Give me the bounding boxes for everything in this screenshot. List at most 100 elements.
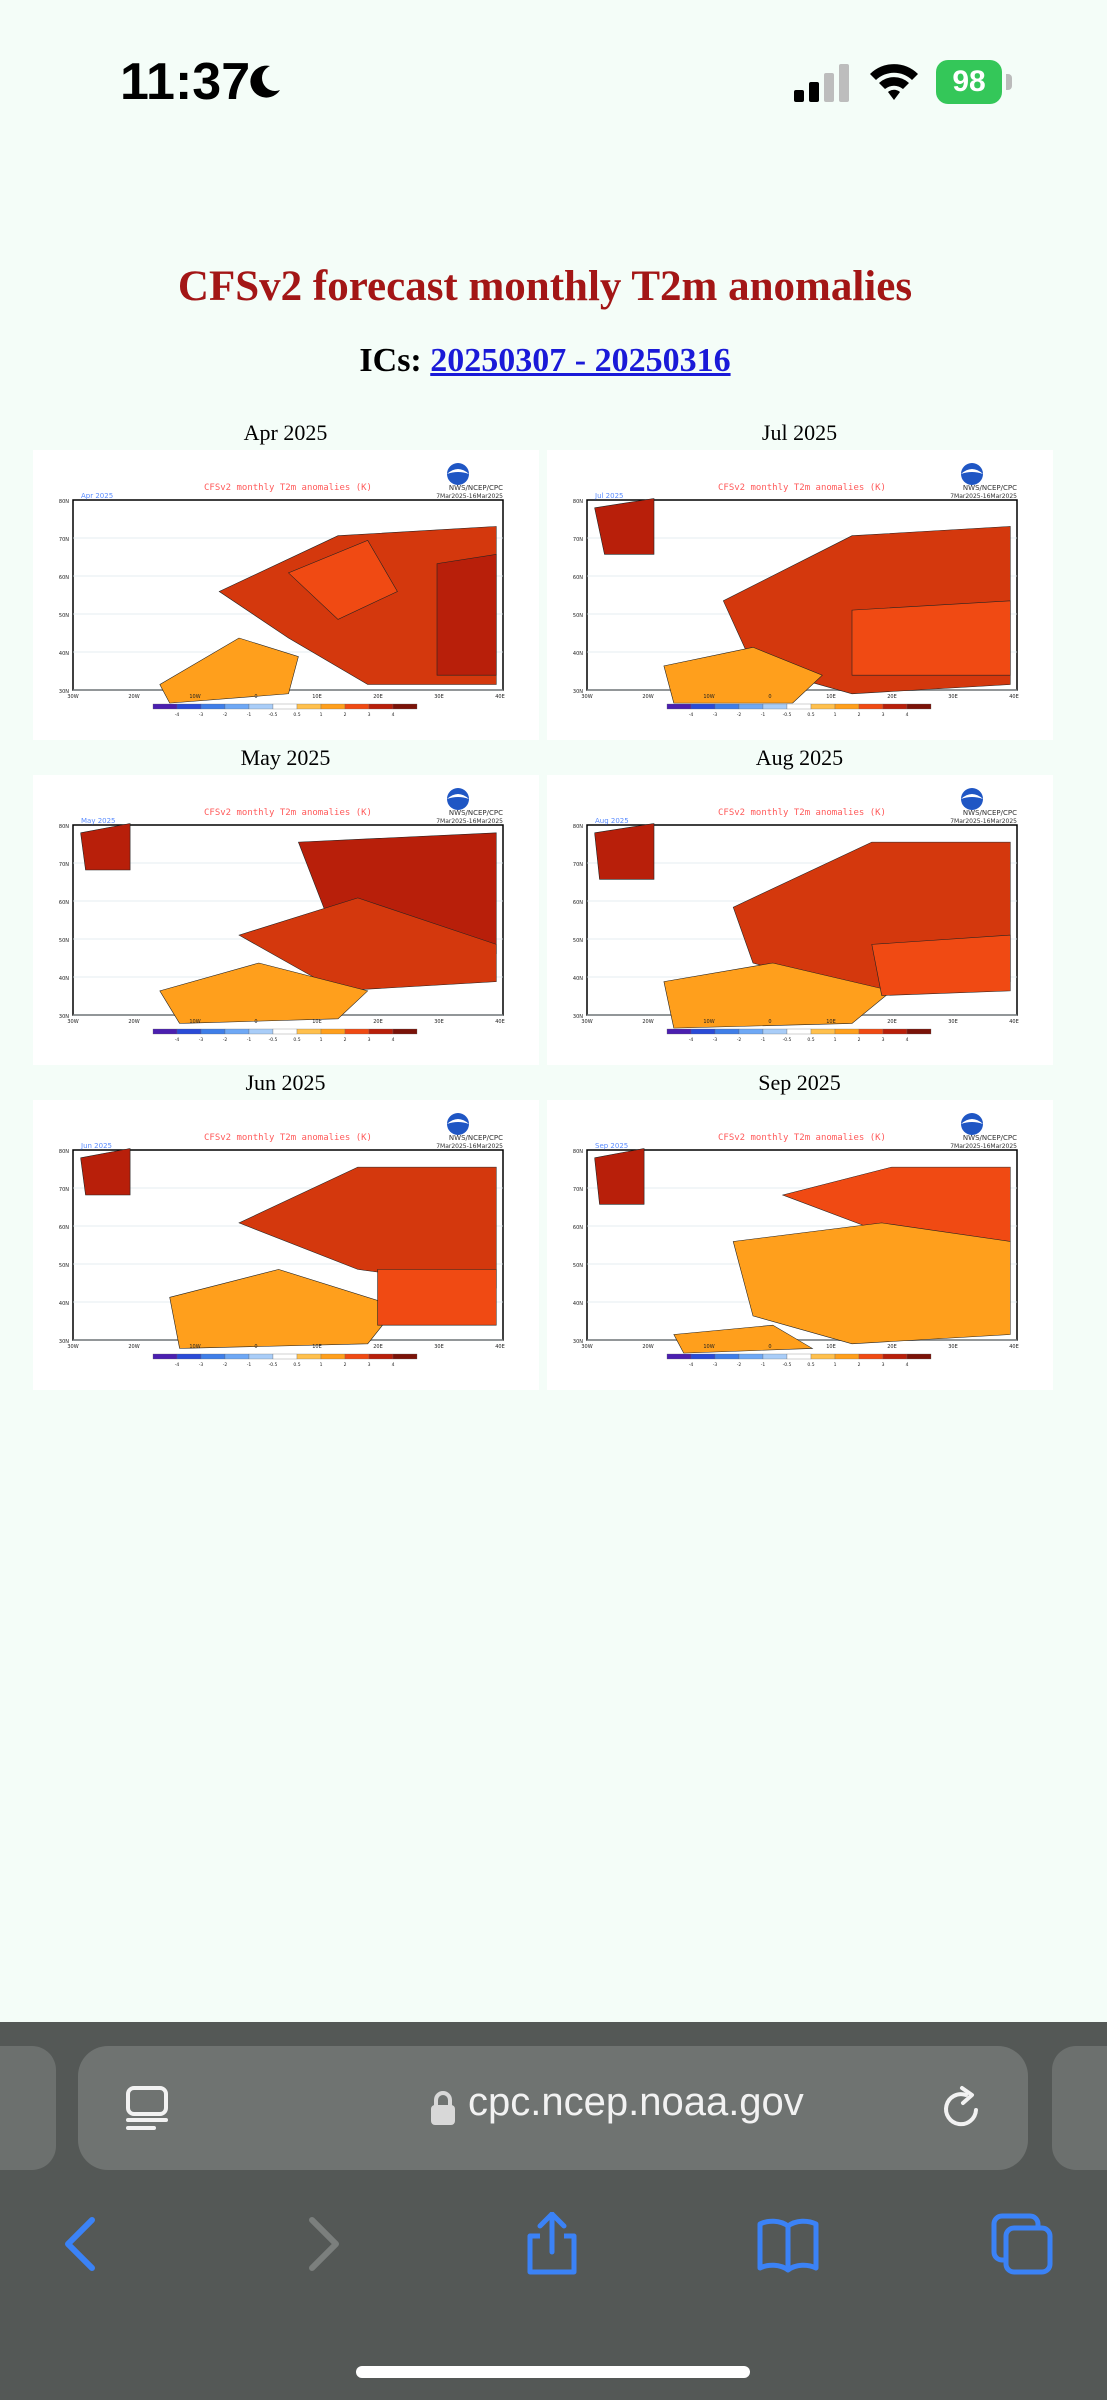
forecast-map-panel[interactable]: CFSv2 monthly T2m anomalies (K) NWS/NCEP/… [547, 450, 1053, 740]
bookmarks-icon[interactable] [756, 2212, 820, 2276]
lat-tick-label: 40N [573, 1301, 583, 1307]
lon-tick-label: 30W [67, 1019, 78, 1025]
colorbar-label: -4 [689, 1037, 694, 1043]
forecast-map-panel[interactable]: CFSv2 monthly T2m anomalies (K) NWS/NCEP/… [33, 775, 539, 1065]
lat-tick-label: 30N [573, 1014, 583, 1020]
colorbar-swatch [272, 1353, 298, 1360]
colorbar-label: 0.5 [807, 1362, 814, 1368]
colorbar-swatch [152, 1028, 178, 1035]
colorbar-label: -1 [761, 712, 766, 718]
lat-tick-label: 70N [59, 1187, 69, 1193]
colorbar-label: -2 [737, 1362, 742, 1368]
ics-date-link[interactable]: 20250307 - 20250316 [430, 342, 731, 379]
lon-tick-label: 10E [826, 694, 836, 700]
colorbar-label: 3 [882, 1362, 885, 1368]
colorbar-swatch [714, 1028, 740, 1035]
lon-tick-label: 10W [703, 1019, 714, 1025]
lon-tick-label: 20W [642, 1344, 653, 1350]
lon-tick-label: 10E [312, 1344, 322, 1350]
lat-tick-label: 50N [59, 613, 69, 619]
ics-label: ICs: [359, 342, 422, 379]
forward-icon[interactable] [290, 2212, 354, 2276]
lat-tick-label: 70N [573, 862, 583, 868]
colorbar: -4 -3 -2 -1 -0.5 0.5 1 2 3 4 [152, 1028, 418, 1043]
forecast-map-panel[interactable]: CFSv2 monthly T2m anomalies (K) NWS/NCEP/… [33, 1100, 539, 1390]
map-month-label: Sep 2025 [595, 1142, 628, 1150]
signal-icon [794, 64, 849, 102]
colorbar-label: 1 [834, 1362, 837, 1368]
panel-label: May 2025 [240, 745, 331, 770]
share-icon[interactable] [520, 2212, 584, 2276]
colorbar-swatch [834, 1028, 860, 1035]
lat-tick-label: 50N [59, 1263, 69, 1269]
lon-tick-label: 40E [1009, 1344, 1019, 1350]
colorbar-label: -2 [223, 1037, 228, 1043]
colorbar-label: 3 [368, 1362, 371, 1368]
url-text[interactable]: cpc.ncep.noaa.gov [468, 2080, 804, 2124]
lat-tick-label: 30N [59, 1339, 69, 1345]
anomaly-region [872, 935, 1011, 995]
reload-icon[interactable] [938, 2084, 986, 2132]
colorbar-swatch [882, 703, 908, 710]
browser-chrome: cpc.ncep.noaa.gov [0, 2022, 1107, 2400]
lon-tick-label: 20W [128, 1019, 139, 1025]
lat-tick-label: 60N [573, 900, 583, 906]
colorbar-swatch [762, 703, 788, 710]
lon-tick-label: 30W [581, 1019, 592, 1025]
colorbar-swatch [368, 703, 394, 710]
lat-tick-label: 40N [59, 1301, 69, 1307]
lat-tick-label: 70N [59, 537, 69, 543]
colorbar-swatch [762, 1353, 788, 1360]
colorbar: -4 -3 -2 -1 -0.5 0.5 1 2 3 4 [666, 703, 932, 718]
colorbar-swatch [272, 1028, 298, 1035]
colorbar-label: 1 [834, 1037, 837, 1043]
lon-tick-label: 40E [1009, 1019, 1019, 1025]
colorbar-swatch [858, 1028, 884, 1035]
map-title: CFSv2 monthly T2m anomalies (K) [718, 1133, 886, 1143]
forecast-map-panel[interactable]: CFSv2 monthly T2m anomalies (K) NWS/NCEP/… [547, 1100, 1053, 1390]
noaa-logo-icon [447, 788, 469, 810]
lon-tick-label: 20W [128, 1344, 139, 1350]
panel-label: Jul 2025 [761, 420, 838, 445]
colorbar-label: -0.5 [269, 712, 278, 718]
colorbar-label: 3 [882, 712, 885, 718]
map-agency: NWS/NCEP/CPC [449, 809, 503, 817]
colorbar-label: 0.5 [807, 712, 814, 718]
temperature-anomaly-map: CFSv2 monthly T2m anomalies (K) NWS/NCEP/… [59, 463, 505, 718]
anomaly-region [81, 824, 131, 871]
anomaly-region [664, 647, 822, 703]
colorbar-swatch [224, 1353, 250, 1360]
colorbar-swatch [858, 703, 884, 710]
address-bar[interactable]: cpc.ncep.noaa.gov [78, 2046, 1028, 2170]
colorbar-label: -4 [175, 1037, 180, 1043]
lat-tick-label: 40N [59, 651, 69, 657]
lat-tick-label: 30N [573, 689, 583, 695]
forecast-map-panel[interactable]: CFSv2 monthly T2m anomalies (K) NWS/NCEP/… [33, 450, 539, 740]
colorbar-swatch [248, 1028, 274, 1035]
lat-tick-label: 30N [59, 689, 69, 695]
colorbar-label: 2 [344, 1362, 347, 1368]
colorbar-label: 2 [858, 1362, 861, 1368]
map-title: CFSv2 monthly T2m anomalies (K) [718, 483, 886, 493]
colorbar-swatch [248, 1353, 274, 1360]
colorbar-label: -3 [199, 1362, 204, 1368]
lon-tick-label: 20E [373, 1344, 383, 1350]
lon-tick-label: 10E [826, 1344, 836, 1350]
tabs-icon[interactable] [990, 2212, 1054, 2276]
lon-tick-label: 40E [495, 1019, 505, 1025]
previous-tab[interactable] [0, 2046, 56, 2170]
map-ic-note: 7Mar2025-16Mar2025 [436, 818, 503, 825]
reader-icon[interactable] [124, 2084, 170, 2132]
forecast-map-panel[interactable]: CFSv2 monthly T2m anomalies (K) NWS/NCEP/… [547, 775, 1053, 1065]
colorbar-label: 4 [906, 1037, 909, 1043]
colorbar-label: -3 [199, 712, 204, 718]
colorbar-swatch [176, 1353, 202, 1360]
colorbar-swatch [690, 1353, 716, 1360]
colorbar-swatch [152, 703, 178, 710]
map-ic-note: 7Mar2025-16Mar2025 [950, 493, 1017, 500]
next-tab[interactable] [1052, 2046, 1107, 2170]
colorbar-label: 3 [368, 1037, 371, 1043]
back-icon[interactable] [50, 2212, 114, 2276]
ics-line: ICs: 20250307 - 20250316 [0, 342, 1090, 380]
anomaly-region [852, 601, 1010, 675]
